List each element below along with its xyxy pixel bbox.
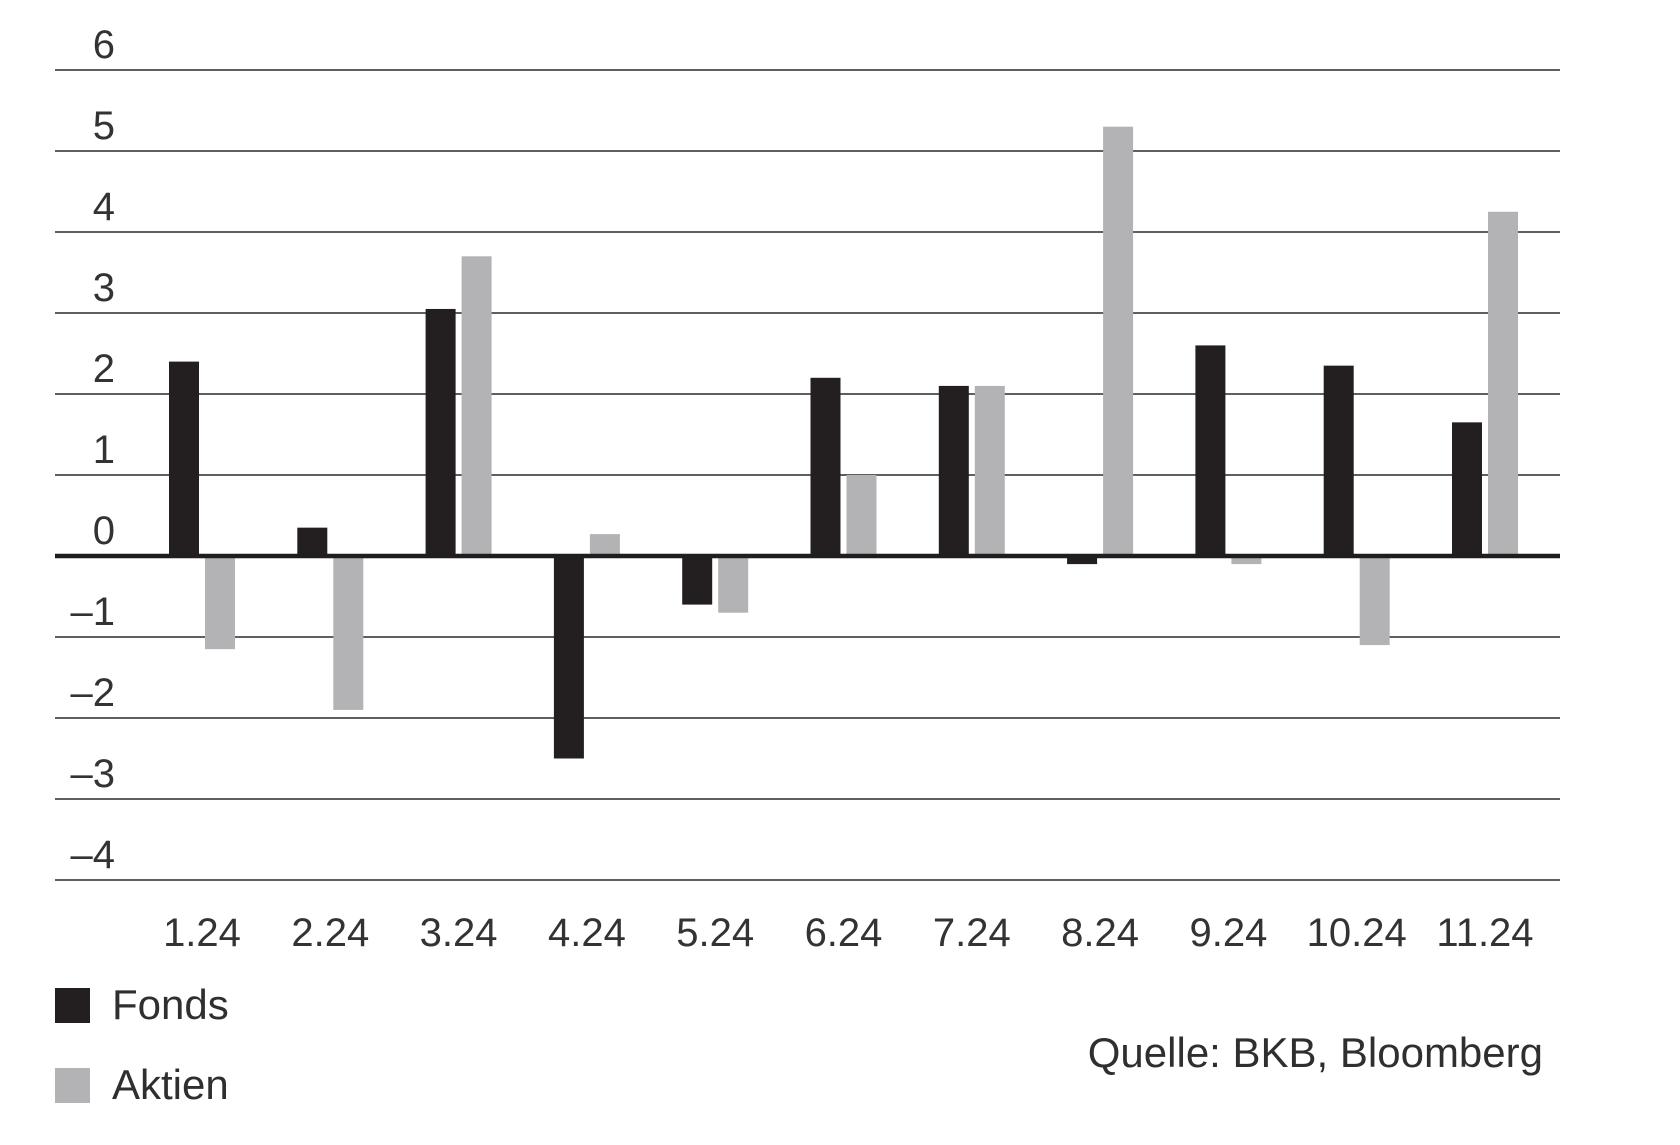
x-tick-label: 9.24 <box>1189 911 1267 955</box>
y-tick-label: 0 <box>93 509 115 553</box>
y-axis-ticks: 6 5 4 3 2 1 0 –1 –2 –3 –4 <box>71 23 116 877</box>
gridlines <box>55 69 1560 881</box>
legend: Fonds Aktien <box>55 981 229 1145</box>
bar-aktien <box>846 475 877 556</box>
bar-fonds <box>1452 422 1482 556</box>
y-tick-label: 6 <box>93 23 115 67</box>
bars <box>169 126 1518 759</box>
bar-aktien <box>1359 556 1390 646</box>
bar-aktien <box>461 256 492 556</box>
legend-item-fonds: Fonds <box>55 981 229 1028</box>
y-tick-label: –4 <box>71 833 116 877</box>
x-tick-label: 6.24 <box>805 911 883 955</box>
legend-item-aktien: Aktien <box>55 1061 229 1108</box>
y-tick-label: –3 <box>71 752 116 796</box>
x-tick-label: 4.24 <box>548 911 626 955</box>
x-tick-label: 7.24 <box>933 911 1011 955</box>
bar-aktien <box>1231 556 1262 565</box>
legend-label-aktien: Aktien <box>112 1061 229 1108</box>
y-tick-label: –2 <box>71 671 116 715</box>
bar-fonds <box>1195 345 1226 556</box>
x-tick-label: 10.24 <box>1307 911 1407 955</box>
x-tick-label: 3.24 <box>420 911 498 955</box>
bar-aktien <box>1488 211 1518 556</box>
x-tick-label: 5.24 <box>676 911 754 955</box>
x-tick-label: 2.24 <box>291 911 369 955</box>
x-tick-label: 1.24 <box>163 911 241 955</box>
bar-fonds <box>810 377 841 556</box>
bar-fonds <box>682 556 713 605</box>
bar-aktien <box>974 385 1005 556</box>
bar-fonds <box>169 361 199 556</box>
bar-fonds <box>1067 556 1098 565</box>
y-tick-label: 4 <box>93 185 115 229</box>
y-tick-label: –1 <box>71 590 116 634</box>
bar-fonds <box>1323 365 1354 556</box>
bar-fonds <box>553 556 584 759</box>
y-tick-label: 1 <box>93 428 115 472</box>
bar-aktien <box>589 534 620 556</box>
x-tick-label: 11.24 <box>1436 911 1533 955</box>
x-tick-label: 8.24 <box>1061 911 1139 955</box>
legend-swatch-fonds <box>55 987 90 1023</box>
bar-aktien <box>1103 126 1134 556</box>
bar-fonds <box>938 385 969 556</box>
y-tick-label: 3 <box>93 266 115 310</box>
y-tick-label: 2 <box>93 347 115 391</box>
x-axis-ticks: 1.24 2.24 3.24 4.24 5.24 6.24 7.24 8.24 9.24 10.2… <box>163 911 1534 955</box>
legend-swatch-aktien <box>55 1067 90 1103</box>
bar-fonds <box>297 527 328 556</box>
bar-fonds <box>425 308 456 556</box>
y-tick-label: 5 <box>93 104 115 148</box>
bar-aktien <box>333 556 364 710</box>
source-note: Quelle: BKB, Bloomberg <box>1087 1029 1543 1076</box>
bar-aktien <box>718 556 749 613</box>
legend-label-fonds: Fonds <box>112 981 229 1028</box>
bar-aktien <box>205 556 235 650</box>
